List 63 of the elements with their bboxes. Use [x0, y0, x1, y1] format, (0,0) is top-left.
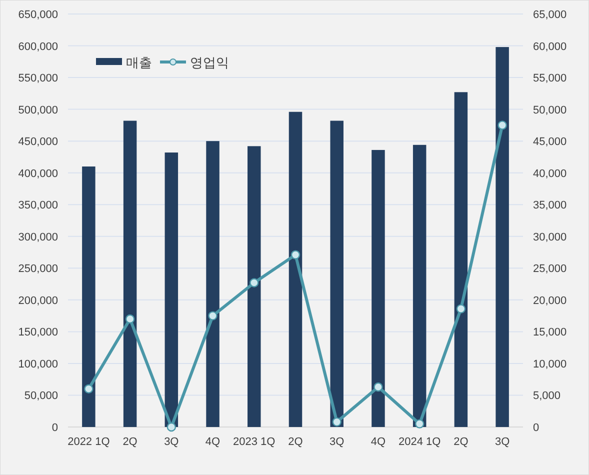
y2-tick-label: 0 — [533, 422, 540, 434]
y-tick-label: 550,000 — [18, 72, 58, 85]
bar — [248, 146, 261, 427]
y2-tick-label: 20,000 — [533, 294, 567, 307]
x-tick-label: 3Q — [330, 436, 345, 448]
point — [332, 417, 342, 427]
point — [208, 311, 218, 320]
y2-tick-label: 15,000 — [533, 326, 567, 339]
y-tick-label: 50,000 — [24, 390, 58, 402]
bar — [82, 166, 96, 427]
legend-label: 매출 — [126, 55, 152, 70]
y-tick-label: 0 — [52, 422, 58, 434]
x-tick-label: 2Q — [288, 436, 304, 448]
y-tick-label: 450,000 — [18, 136, 58, 148]
bar — [454, 92, 468, 427]
point — [290, 250, 300, 260]
point — [250, 278, 259, 288]
point — [498, 120, 507, 130]
y-tick-label: 600,000 — [18, 40, 58, 53]
bar — [412, 144, 426, 427]
bar — [206, 141, 220, 427]
x-tick-label: 2023 1Q — [233, 436, 276, 448]
x-tick-label: 3Q — [164, 436, 180, 448]
y-tick-label: 250,000 — [18, 263, 58, 276]
bar — [288, 112, 302, 427]
point — [414, 419, 424, 428]
y2-tick-label: 45,000 — [533, 136, 567, 148]
point — [374, 382, 383, 392]
y2-tick-label: 25,000 — [533, 263, 567, 276]
bar — [372, 150, 385, 427]
y2-tick-label: 35,000 — [533, 200, 567, 212]
x-tick-label: 4Q — [370, 436, 386, 448]
y-tick-label: 200,000 — [18, 294, 58, 307]
point — [125, 314, 135, 324]
legend-label: 영업익 — [190, 55, 229, 70]
x-tick-label: 2022 1Q — [68, 436, 110, 448]
y2-tick-label: 10,000 — [533, 358, 567, 370]
y2-tick-label: 55,000 — [533, 72, 567, 85]
bar — [496, 47, 509, 427]
x-tick-label: 2Q — [122, 436, 138, 448]
y-tick-label: 400,000 — [18, 168, 58, 180]
point — [456, 304, 466, 314]
x-tick-label: 3Q — [494, 436, 510, 448]
y2-tick-label: 50,000 — [533, 104, 567, 116]
y-tick-label: 150,000 — [18, 326, 58, 339]
bar — [123, 120, 137, 427]
y-tick-label: 500,000 — [18, 104, 58, 116]
x-tick-label: 2024 1Q — [398, 436, 442, 448]
y-tick-label: 100,000 — [18, 358, 58, 370]
y2-tick-label: 65,000 — [533, 9, 567, 21]
y2-tick-label: 60,000 — [533, 40, 567, 53]
point — [166, 422, 176, 432]
point — [84, 384, 94, 394]
y-tick-label: 300,000 — [18, 231, 58, 244]
y2-tick-label: 30,000 — [533, 231, 567, 244]
y-tick-label: 650,000 — [18, 9, 58, 21]
x-tick-label: 2Q — [454, 436, 469, 448]
bar — [330, 120, 344, 427]
y2-tick-label: 5,000 — [533, 390, 561, 402]
x-tick-label: 4Q — [205, 436, 221, 448]
y-tick-label: 350,000 — [18, 200, 58, 212]
bar — [164, 152, 178, 427]
y2-tick-label: 40,000 — [533, 168, 567, 180]
